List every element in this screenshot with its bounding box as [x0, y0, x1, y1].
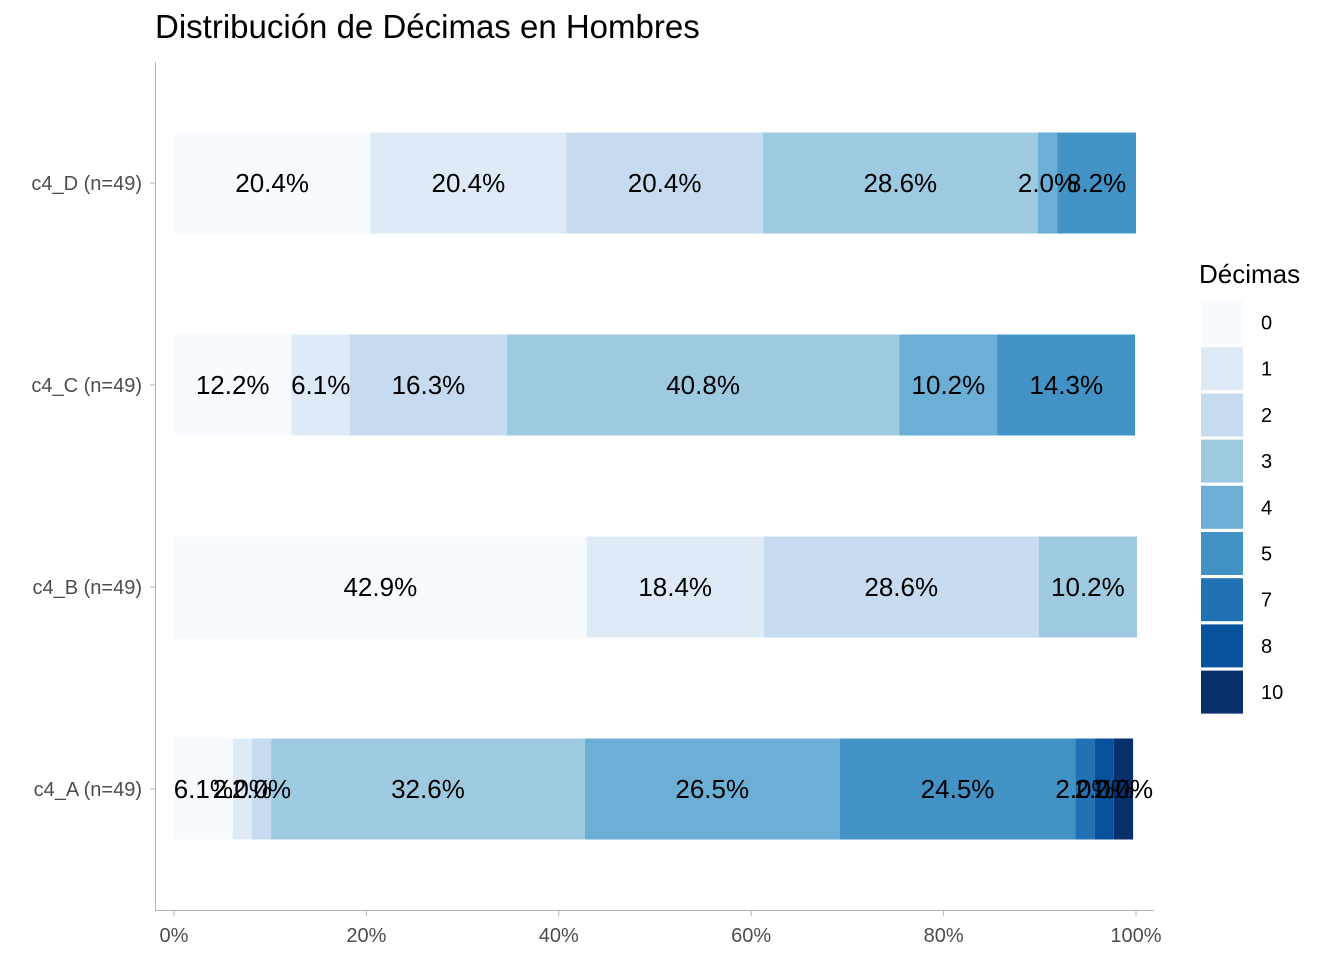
bar-segment — [997, 334, 1136, 436]
y-tick-label: c4_B (n=49) — [32, 577, 142, 599]
data-label: 16.3% — [392, 370, 466, 400]
legend-swatch — [1201, 578, 1243, 622]
bar-segment — [762, 132, 1038, 234]
data-label: 10.2% — [912, 370, 986, 400]
data-label: 20.4% — [235, 168, 309, 198]
legend-title: Décimas — [1199, 259, 1300, 289]
bar-segment — [291, 334, 351, 436]
data-label: 20.4% — [628, 168, 702, 198]
legend-label: 1 — [1261, 359, 1272, 381]
legend-label: 8 — [1261, 636, 1272, 658]
bar-segment — [1057, 132, 1136, 234]
legend: Décimas 0 1 2 3 4 5 7 8 10 — [1199, 259, 1300, 714]
bar-segment — [1037, 132, 1058, 234]
bar-segment — [174, 536, 587, 638]
legend-swatch — [1201, 624, 1243, 668]
data-label: 10.2% — [1051, 572, 1125, 602]
chart-title: Distribución de Décimas en Hombres — [155, 8, 700, 45]
data-label: 42.9% — [343, 572, 417, 602]
data-label: 8.2% — [1067, 168, 1126, 198]
legend-label: 7 — [1261, 590, 1272, 612]
data-label: 12.2% — [196, 370, 270, 400]
axes-layer: c4_D (n=49) c4_C (n=49) c4_B (n=49) c4_A (n… — [31, 62, 1162, 947]
bars-layer: 20.4% 20.4% 20.4% 28.6% 2.0%8.2%12.2% 6.1% 16.… — [174, 132, 1153, 840]
legend-swatch — [1201, 347, 1243, 391]
bar-segment — [350, 334, 507, 436]
bar-segment — [566, 132, 763, 234]
bar-segment — [586, 536, 764, 638]
bar-segment — [899, 334, 998, 436]
x-tick-label: 100% — [1110, 925, 1161, 947]
legend-swatch — [1201, 485, 1243, 529]
data-label: 2.0% — [1094, 774, 1153, 804]
data-label: 6.1% — [174, 774, 233, 804]
data-label: 2.0% — [1018, 168, 1077, 198]
bar-segment — [271, 738, 585, 840]
legend-label: 10 — [1261, 682, 1283, 704]
data-label: 24.5% — [921, 774, 995, 804]
bar-segment — [174, 132, 371, 234]
legend-label: 4 — [1261, 497, 1272, 519]
bar-segment — [1075, 738, 1095, 840]
legend-swatch — [1201, 439, 1243, 483]
bar-segment — [251, 738, 272, 840]
data-label: 2.0% — [213, 774, 272, 804]
y-tick-label: c4_C (n=49) — [31, 375, 142, 397]
x-tick-label: 20% — [346, 925, 386, 947]
bar-segment — [174, 334, 292, 436]
bar-segment — [763, 536, 1039, 638]
x-tick-label: 40% — [539, 925, 579, 947]
data-label: 40.8% — [666, 370, 740, 400]
data-label: 2.0% — [232, 774, 291, 804]
x-tick-label: 0% — [160, 925, 189, 947]
x-tick-label: 60% — [731, 925, 771, 947]
bar-segment — [1113, 738, 1134, 840]
bar-segment — [370, 132, 567, 234]
y-tick-label: c4_A (n=49) — [34, 779, 142, 801]
legend-swatch — [1201, 532, 1243, 575]
data-label: 26.5% — [675, 774, 749, 804]
data-label: 2.0% — [1075, 774, 1134, 804]
legend-swatch — [1201, 393, 1243, 437]
legend-swatch — [1201, 670, 1243, 714]
data-label: 28.6% — [863, 168, 937, 198]
bar-segment — [506, 334, 900, 436]
x-tick-label: 80% — [924, 925, 964, 947]
data-label: 18.4% — [638, 572, 712, 602]
data-label: 32.6% — [391, 774, 465, 804]
bar-segment — [1038, 536, 1137, 638]
data-label: 28.6% — [864, 572, 938, 602]
legend-label: 5 — [1261, 544, 1272, 566]
bar-segment — [174, 738, 233, 840]
bar-segment — [1094, 738, 1114, 840]
bar-segment — [232, 738, 252, 840]
legend-label: 2 — [1261, 405, 1272, 427]
bar-segment — [584, 738, 840, 840]
y-tick-label: c4_D (n=49) — [31, 173, 142, 195]
data-label: 20.4% — [432, 168, 506, 198]
legend-label: 0 — [1261, 313, 1272, 335]
data-label: 6.1% — [291, 370, 350, 400]
data-label: 14.3% — [1029, 370, 1103, 400]
legend-label: 3 — [1261, 451, 1272, 473]
legend-swatch — [1201, 301, 1243, 344]
data-label: 2.0% — [1055, 774, 1114, 804]
bar-segment — [839, 738, 1076, 840]
